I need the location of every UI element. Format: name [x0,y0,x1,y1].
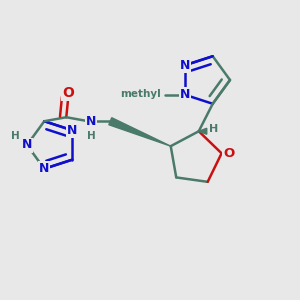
Polygon shape [109,118,171,146]
Text: N: N [86,115,97,128]
Text: H: H [87,131,96,141]
Text: methyl: methyl [120,89,161,99]
Text: H: H [209,124,218,134]
Polygon shape [199,128,207,134]
Text: O: O [62,86,74,100]
Text: N: N [180,59,190,72]
Text: N: N [180,88,190,101]
Text: H: H [11,131,20,141]
Text: O: O [223,147,234,160]
Text: N: N [39,162,50,175]
Text: N: N [67,124,77,137]
Text: N: N [22,139,32,152]
